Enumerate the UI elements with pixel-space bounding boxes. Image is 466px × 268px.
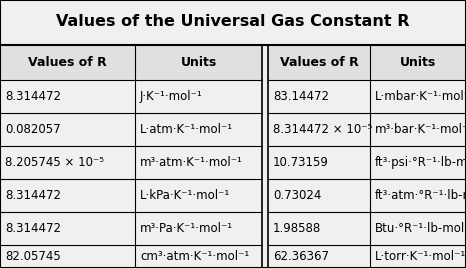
Text: ft³·atm·°R⁻¹·lb-mol⁻¹: ft³·atm·°R⁻¹·lb-mol⁻¹ <box>375 189 466 202</box>
Text: 83.14472: 83.14472 <box>273 90 329 103</box>
Text: 0.73024: 0.73024 <box>273 189 322 202</box>
Text: Units: Units <box>400 56 436 69</box>
Text: ft³·psi·°R⁻¹·lb-mol⁻¹: ft³·psi·°R⁻¹·lb-mol⁻¹ <box>375 156 466 169</box>
Bar <box>268 45 466 80</box>
Text: 8.314472: 8.314472 <box>5 189 61 202</box>
Text: Values of the Universal Gas Constant R: Values of the Universal Gas Constant R <box>56 14 410 29</box>
Text: cm³·atm·K⁻¹·mol⁻¹: cm³·atm·K⁻¹·mol⁻¹ <box>140 250 249 263</box>
Text: m³·bar·K⁻¹·mol⁻¹: m³·bar·K⁻¹·mol⁻¹ <box>375 123 466 136</box>
Text: m³·Pa·K⁻¹·mol⁻¹: m³·Pa·K⁻¹·mol⁻¹ <box>140 222 233 235</box>
Text: L·atm·K⁻¹·mol⁻¹: L·atm·K⁻¹·mol⁻¹ <box>140 123 233 136</box>
Text: L·kPa·K⁻¹·mol⁻¹: L·kPa·K⁻¹·mol⁻¹ <box>140 189 230 202</box>
Text: L·torr·K⁻¹·mol⁻¹: L·torr·K⁻¹·mol⁻¹ <box>375 250 466 263</box>
Text: 82.05745: 82.05745 <box>5 250 61 263</box>
Bar <box>0 45 262 80</box>
Text: 10.73159: 10.73159 <box>273 156 329 169</box>
Text: 8.205745 × 10⁻⁵: 8.205745 × 10⁻⁵ <box>5 156 104 169</box>
Text: L·mbar·K⁻¹·mol⁻¹: L·mbar·K⁻¹·mol⁻¹ <box>375 90 466 103</box>
Text: 8.314472 × 10⁻⁵: 8.314472 × 10⁻⁵ <box>273 123 372 136</box>
Text: J·K⁻¹·mol⁻¹: J·K⁻¹·mol⁻¹ <box>140 90 203 103</box>
Text: 0.082057: 0.082057 <box>5 123 61 136</box>
Text: 62.36367: 62.36367 <box>273 250 329 263</box>
Text: Units: Units <box>180 56 217 69</box>
Text: Btu·°R⁻¹·lb-mol⁻¹: Btu·°R⁻¹·lb-mol⁻¹ <box>375 222 466 235</box>
Text: 8.314472: 8.314472 <box>5 90 61 103</box>
Text: 1.98588: 1.98588 <box>273 222 321 235</box>
Text: Values of R: Values of R <box>28 56 107 69</box>
Text: m³·atm·K⁻¹·mol⁻¹: m³·atm·K⁻¹·mol⁻¹ <box>140 156 243 169</box>
Text: Values of R: Values of R <box>280 56 358 69</box>
Text: 8.314472: 8.314472 <box>5 222 61 235</box>
